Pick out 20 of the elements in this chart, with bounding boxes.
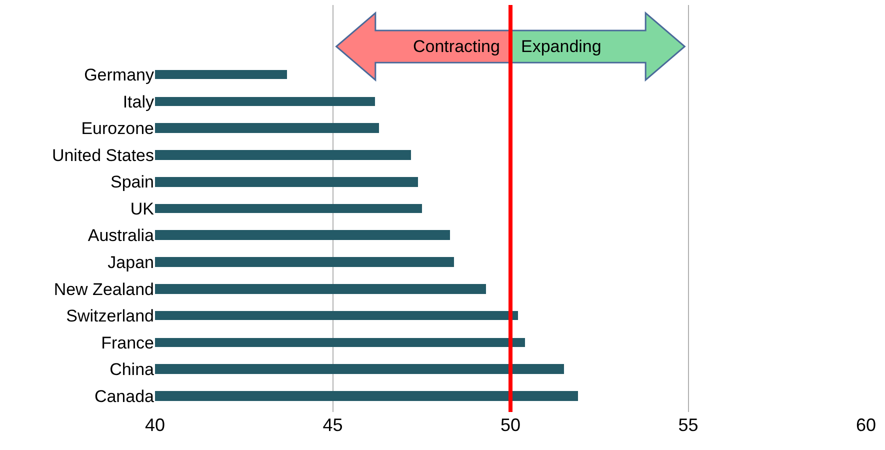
- y-tick-label: China: [110, 360, 155, 380]
- y-tick-label: Australia: [88, 226, 155, 246]
- y-tick-label: Canada: [94, 386, 155, 406]
- y-tick-label: Germany: [84, 66, 154, 85]
- y-tick-label: United States: [52, 146, 154, 165]
- y-tick-label: UK: [130, 199, 155, 218]
- y-tick-label: Japan: [108, 253, 154, 272]
- y-tick-label: Spain: [110, 172, 154, 192]
- x-tick-label: 45: [322, 415, 343, 435]
- text: Contracting: [413, 37, 500, 56]
- x-tick-label: 60: [856, 415, 876, 435]
- x-tick-label: 40: [144, 415, 166, 435]
- x-tick-label: 55: [678, 415, 698, 435]
- y-tick-label: France: [101, 333, 154, 352]
- y-tick-label: Eurozone: [81, 119, 154, 138]
- y-tick-label: Switzerland: [66, 306, 154, 326]
- y-tick-label: New Zealand: [54, 280, 154, 299]
- x-tick-label: 50: [500, 415, 521, 435]
- y-tick-label: Italy: [122, 92, 154, 112]
- text: Expanding: [521, 37, 602, 56]
